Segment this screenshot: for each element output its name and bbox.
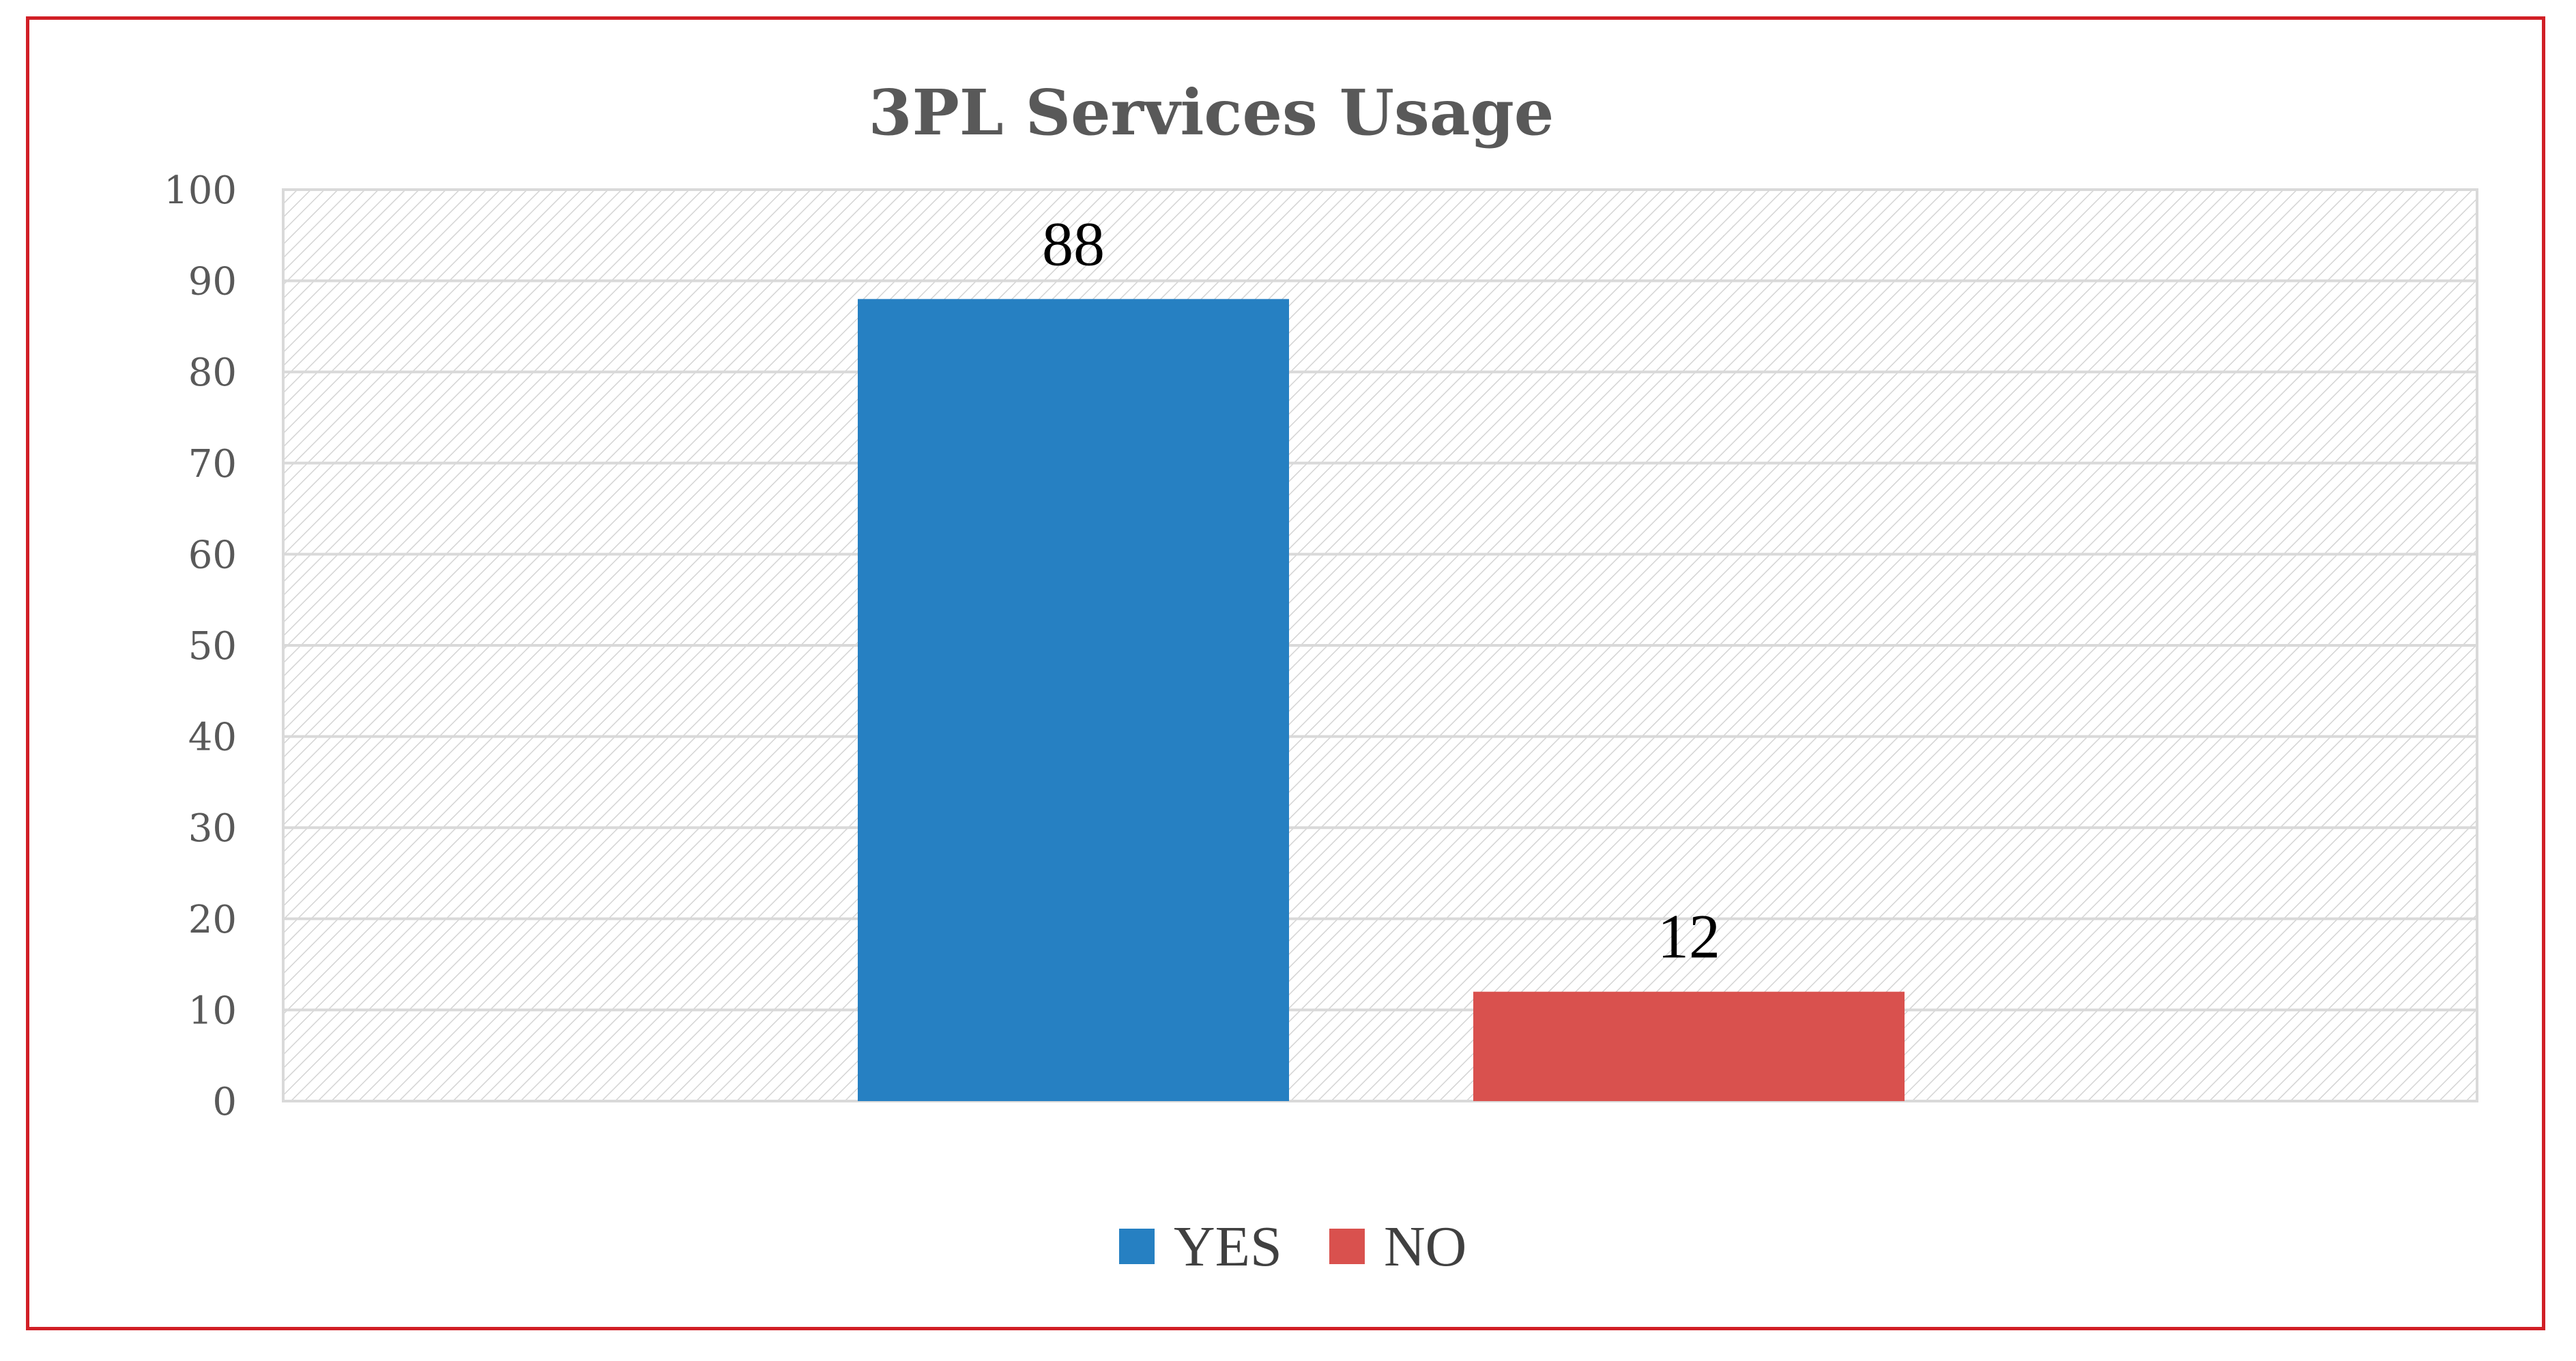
bar-no bbox=[1473, 991, 1905, 1101]
y-tick-label: 20 bbox=[188, 898, 237, 942]
y-tick-label: 50 bbox=[188, 624, 237, 669]
legend-swatch-no bbox=[1329, 1229, 1365, 1264]
gridlines bbox=[283, 188, 2477, 1102]
y-tick-label: 70 bbox=[188, 442, 237, 486]
y-tick-label: 0 bbox=[212, 1080, 237, 1124]
chart-title: 3PL Services Usage bbox=[869, 76, 1554, 149]
data-labels: 88 12 bbox=[1042, 209, 1720, 971]
y-tick-label: 100 bbox=[164, 169, 237, 213]
y-tick-label: 30 bbox=[188, 806, 237, 851]
legend-label-no: NO bbox=[1384, 1215, 1466, 1278]
data-label-no: 12 bbox=[1658, 902, 1720, 971]
y-tick-label: 40 bbox=[188, 716, 237, 760]
y-axis: 0 10 20 30 40 50 60 70 80 90 100 bbox=[164, 169, 237, 1124]
y-tick-label: 60 bbox=[188, 533, 237, 577]
y-tick-label: 10 bbox=[188, 989, 237, 1033]
bars bbox=[858, 299, 1905, 1101]
legend: YES NO bbox=[1119, 1215, 1466, 1278]
y-tick-label: 80 bbox=[188, 351, 237, 395]
data-label-yes: 88 bbox=[1042, 209, 1105, 278]
legend-swatch-yes bbox=[1119, 1229, 1155, 1264]
legend-label-yes: YES bbox=[1174, 1215, 1282, 1278]
bar-yes bbox=[858, 299, 1289, 1101]
y-tick-label: 90 bbox=[188, 260, 237, 304]
